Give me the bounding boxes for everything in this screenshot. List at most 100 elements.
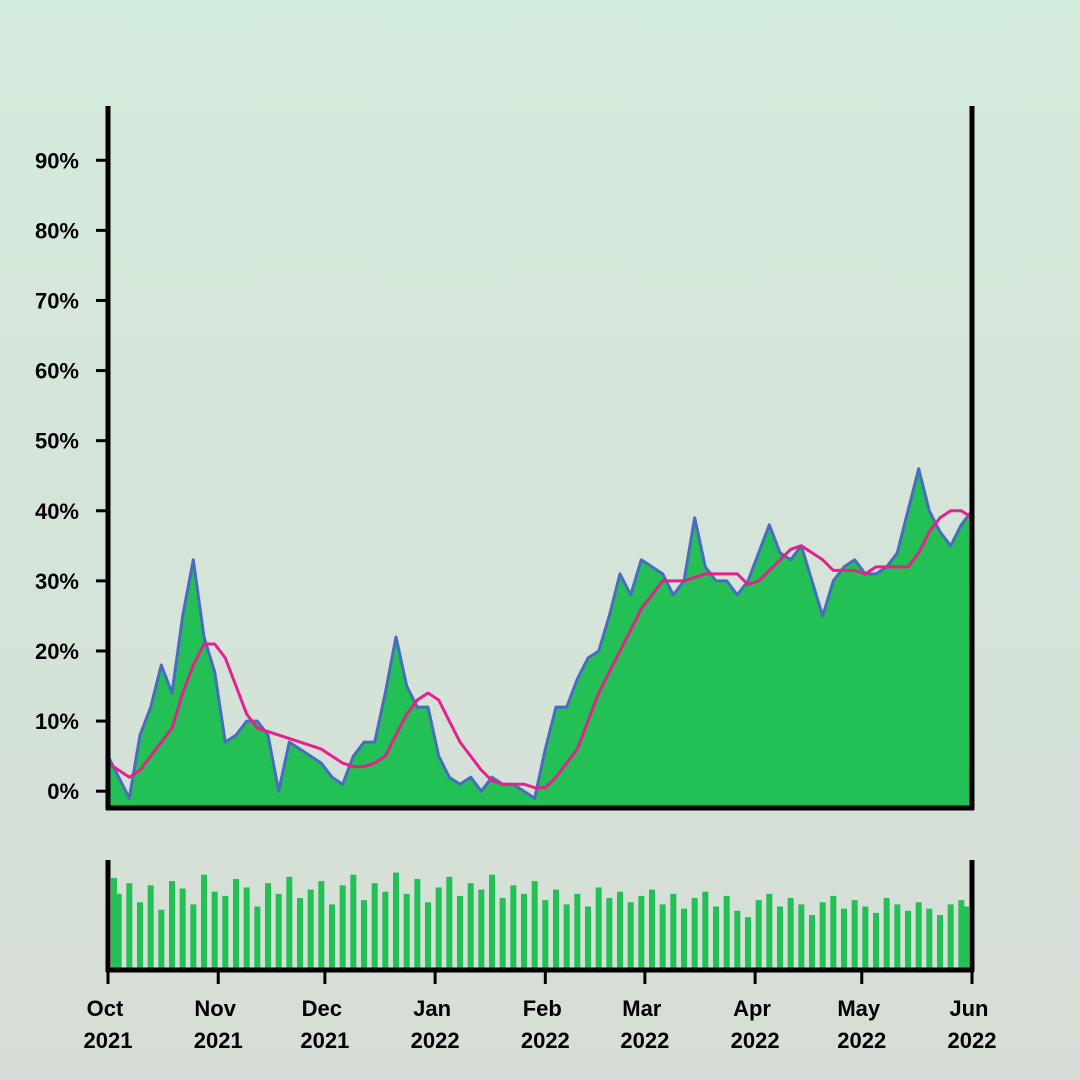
volume-bar bbox=[958, 900, 965, 968]
y-tick-label: 60% bbox=[35, 359, 79, 384]
volume-bar bbox=[435, 887, 442, 968]
volume-bar bbox=[286, 876, 293, 968]
volume-bar bbox=[745, 917, 751, 968]
volume-bar bbox=[318, 881, 325, 968]
volume-bar bbox=[617, 891, 623, 968]
volume-bar bbox=[691, 898, 698, 968]
x-tick-label: Jan 2022 bbox=[411, 996, 460, 1053]
volume-bar bbox=[766, 893, 773, 968]
volume-bar bbox=[723, 895, 730, 968]
volume-bar bbox=[467, 883, 474, 968]
volume-bar bbox=[787, 898, 794, 968]
volume-bar bbox=[841, 908, 847, 968]
volume-bar bbox=[339, 885, 346, 968]
volume-bar bbox=[297, 898, 303, 968]
volume-bar bbox=[798, 904, 805, 968]
y-tick-label: 10% bbox=[35, 709, 79, 734]
axes: 0% 10% 20% 30% 40% 50% 60% 70% 80% 90% Oct 2021 Nov… bbox=[35, 106, 997, 1053]
volume-bar bbox=[169, 881, 175, 968]
volume-bar bbox=[403, 893, 410, 968]
volume-bar bbox=[499, 898, 506, 968]
volume-bar bbox=[862, 906, 869, 968]
volume-bar bbox=[307, 889, 314, 968]
volume-bar bbox=[382, 891, 389, 968]
y-tick-label: 40% bbox=[35, 499, 79, 524]
volume-bar bbox=[531, 881, 538, 968]
volume-bar bbox=[457, 895, 463, 968]
volume-bar bbox=[425, 902, 431, 968]
volume-bar bbox=[809, 915, 815, 968]
volume-bar bbox=[211, 891, 218, 968]
volume-bar bbox=[830, 895, 837, 968]
volume-bar bbox=[713, 906, 719, 968]
volume-bar bbox=[489, 874, 495, 968]
volume-bar bbox=[329, 904, 335, 968]
volume-bar bbox=[265, 883, 271, 968]
volume-bar bbox=[606, 898, 613, 968]
volume-bar bbox=[563, 904, 570, 968]
volume-bar bbox=[819, 902, 826, 968]
volume-bar bbox=[137, 902, 143, 968]
volume-bar bbox=[275, 893, 282, 968]
y-tick-label: 70% bbox=[35, 288, 79, 313]
volume-bar bbox=[414, 878, 421, 968]
volume-bar bbox=[510, 885, 517, 968]
volume-bar bbox=[254, 906, 261, 968]
volume-bar bbox=[111, 877, 117, 968]
volume-bar bbox=[883, 898, 890, 968]
volume-bar bbox=[350, 874, 357, 968]
volume-bar bbox=[361, 900, 367, 968]
volume-bar bbox=[947, 904, 954, 968]
x-tick-label: Dec 2021 bbox=[300, 996, 349, 1053]
volume-bar bbox=[873, 912, 879, 968]
volume-bar bbox=[115, 893, 122, 968]
volume-bar bbox=[963, 906, 969, 968]
y-tick-label: 80% bbox=[35, 218, 79, 243]
volume-bar bbox=[521, 893, 527, 968]
line bbox=[107, 509, 973, 790]
volume-bar bbox=[222, 895, 229, 968]
volume-bar bbox=[915, 902, 922, 968]
volume-bar bbox=[574, 893, 581, 968]
x-tick-label: Apr 2022 bbox=[731, 996, 780, 1053]
volume-bar bbox=[446, 876, 453, 968]
volume-bar bbox=[158, 909, 165, 968]
volume-bar bbox=[659, 904, 666, 968]
volume-bar bbox=[937, 915, 943, 968]
volume-bar bbox=[147, 885, 154, 968]
volume-bar bbox=[553, 889, 559, 968]
x-tick-label: May 2022 bbox=[837, 996, 886, 1053]
volume-bar bbox=[851, 900, 858, 968]
volume-bar bbox=[542, 900, 549, 968]
volume-bar bbox=[595, 887, 602, 968]
x-tick-label: Mar 2022 bbox=[620, 996, 669, 1053]
volume-bar bbox=[681, 908, 687, 968]
y-tick-label: 0% bbox=[47, 779, 79, 804]
volume-bar bbox=[201, 874, 207, 968]
y-tick-label: 50% bbox=[35, 429, 79, 454]
volume-bar bbox=[179, 888, 186, 968]
volume-bar bbox=[233, 878, 239, 968]
volume-bar bbox=[755, 900, 762, 968]
volume-bar bbox=[478, 889, 485, 968]
volume-bar bbox=[777, 906, 783, 968]
y-tick-label: 20% bbox=[35, 639, 79, 664]
area bbox=[108, 468, 972, 808]
volume-bar bbox=[702, 891, 709, 968]
volume-bar bbox=[638, 895, 645, 968]
x-tick-label: Nov 2021 bbox=[194, 996, 243, 1053]
x-tick-label: Jun 2022 bbox=[948, 996, 997, 1053]
x-tick-label: Oct 2021 bbox=[84, 996, 133, 1053]
plot-area bbox=[106, 467, 974, 968]
volume-bar bbox=[894, 904, 901, 968]
y-tick-label: 90% bbox=[35, 148, 79, 173]
volume-bar bbox=[670, 893, 677, 968]
volume-bar bbox=[905, 910, 911, 968]
volume-bar bbox=[126, 883, 133, 968]
volume-bar bbox=[393, 872, 399, 968]
volume-bar bbox=[734, 910, 741, 968]
volume-bar bbox=[649, 889, 655, 968]
volume-bar bbox=[371, 883, 378, 968]
volume-bar bbox=[243, 887, 250, 968]
